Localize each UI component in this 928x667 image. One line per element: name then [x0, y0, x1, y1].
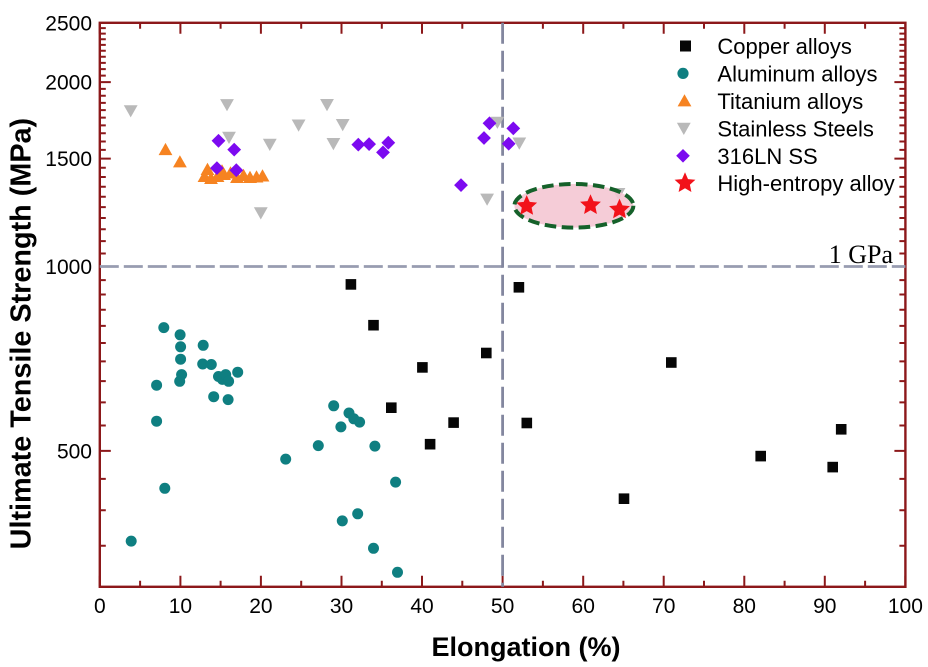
svg-text:Stainless Steels: Stainless Steels — [717, 116, 874, 141]
svg-text:40: 40 — [410, 595, 433, 618]
svg-text:1500: 1500 — [45, 148, 92, 171]
svg-text:0: 0 — [94, 595, 106, 618]
svg-text:Titanium alloys: Titanium alloys — [717, 89, 863, 114]
svg-text:Aluminum alloys: Aluminum alloys — [717, 61, 877, 86]
svg-text:Copper alloys: Copper alloys — [717, 34, 852, 59]
svg-text:80: 80 — [733, 595, 756, 618]
svg-text:70: 70 — [652, 595, 675, 618]
svg-text:20: 20 — [249, 595, 272, 618]
svg-text:90: 90 — [813, 595, 836, 618]
svg-text:2500: 2500 — [45, 12, 92, 35]
svg-text:Ultimate Tensile Strength (MPa: Ultimate Tensile Strength (MPa) — [6, 118, 38, 549]
svg-text:1 GPa: 1 GPa — [829, 240, 894, 269]
svg-text:500: 500 — [57, 440, 92, 463]
svg-text:30: 30 — [330, 595, 353, 618]
svg-text:Elongation (%): Elongation (%) — [432, 632, 621, 662]
svg-text:10: 10 — [169, 595, 192, 618]
svg-text:1000: 1000 — [45, 256, 92, 279]
svg-text:2000: 2000 — [45, 72, 92, 95]
svg-text:High-entropy alloy: High-entropy alloy — [717, 171, 894, 196]
svg-text:100: 100 — [888, 595, 923, 618]
svg-text:50: 50 — [491, 595, 514, 618]
svg-text:316LN SS: 316LN SS — [717, 144, 817, 169]
svg-text:60: 60 — [572, 595, 595, 618]
